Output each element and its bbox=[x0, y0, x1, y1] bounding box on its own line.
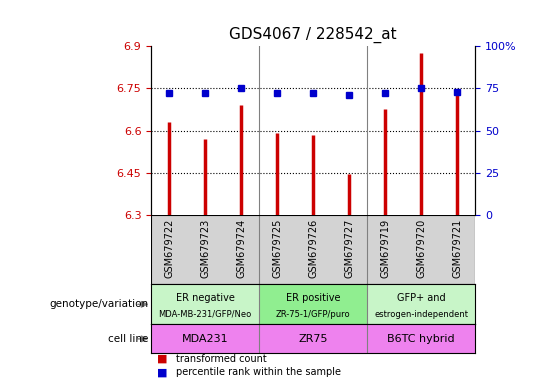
Bar bbox=[367, 284, 475, 324]
Text: genotype/variation: genotype/variation bbox=[49, 299, 148, 310]
Text: GSM679724: GSM679724 bbox=[236, 218, 246, 278]
Text: GSM679721: GSM679721 bbox=[452, 218, 462, 278]
Text: GSM679722: GSM679722 bbox=[164, 218, 174, 278]
Bar bbox=[151, 284, 259, 324]
Bar bbox=[259, 284, 367, 324]
Bar bbox=[367, 324, 475, 353]
Text: ER positive: ER positive bbox=[286, 293, 340, 303]
Text: GSM679719: GSM679719 bbox=[380, 218, 390, 278]
Text: ZR75: ZR75 bbox=[299, 334, 328, 344]
Text: B6TC hybrid: B6TC hybrid bbox=[387, 334, 455, 344]
Bar bbox=[259, 324, 367, 353]
Text: GSM679720: GSM679720 bbox=[416, 218, 426, 278]
Text: ■: ■ bbox=[157, 367, 167, 377]
Text: ER negative: ER negative bbox=[176, 293, 235, 303]
Text: GSM679723: GSM679723 bbox=[200, 218, 210, 278]
Text: GSM679727: GSM679727 bbox=[344, 218, 354, 278]
Text: ■: ■ bbox=[157, 354, 167, 364]
Text: percentile rank within the sample: percentile rank within the sample bbox=[176, 367, 341, 377]
Text: GSM679726: GSM679726 bbox=[308, 218, 318, 278]
Title: GDS4067 / 228542_at: GDS4067 / 228542_at bbox=[230, 27, 397, 43]
Text: estrogen-independent: estrogen-independent bbox=[374, 310, 468, 319]
Text: MDA231: MDA231 bbox=[182, 334, 228, 344]
Text: MDA-MB-231/GFP/Neo: MDA-MB-231/GFP/Neo bbox=[159, 310, 252, 319]
Text: transformed count: transformed count bbox=[176, 354, 266, 364]
Text: GFP+ and: GFP+ and bbox=[397, 293, 445, 303]
Bar bbox=[151, 324, 259, 353]
Text: GSM679725: GSM679725 bbox=[272, 218, 282, 278]
Text: cell line: cell line bbox=[108, 334, 148, 344]
Text: ZR-75-1/GFP/puro: ZR-75-1/GFP/puro bbox=[276, 310, 350, 319]
